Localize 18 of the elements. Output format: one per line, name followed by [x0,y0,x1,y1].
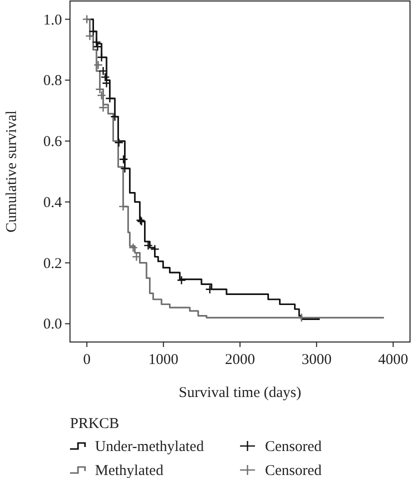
legend-label: Censored [265,463,322,478]
legend-title: PRKCB [70,416,120,432]
legend-label: Methylated [95,463,164,478]
y-tick-label: 1.0 [43,12,62,28]
x-tick-label: 4000 [378,352,408,368]
y-tick-label: 0.2 [43,256,62,272]
x-tick-label: 1000 [148,352,178,368]
x-tick-label: 3000 [302,352,332,368]
legend-label: Censored [265,439,322,455]
x-tick-label: 2000 [225,352,255,368]
y-tick-label: 0.8 [43,73,62,90]
x-axis-title: Survival time (days) [178,385,302,401]
y-tick-label: 0.0 [43,316,62,333]
x-tick-label: 0 [83,352,91,368]
y-tick-label: 0.6 [43,134,62,150]
legend-label: Under-methylated [95,439,204,455]
y-axis-title: Cumulative survival [4,110,20,233]
y-tick-label: 0.4 [43,194,62,211]
